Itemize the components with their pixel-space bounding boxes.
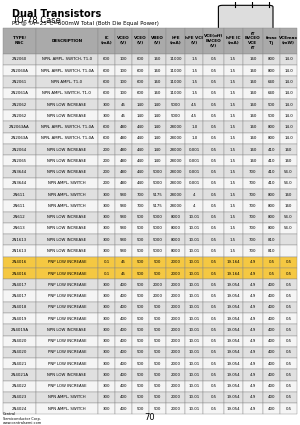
Text: PD @ TA=25°C=600mW Total (Both Die Equal Power): PD @ TA=25°C=600mW Total (Both Die Equal… bbox=[12, 21, 159, 26]
Text: Central
Semiconductor Corp.
www.centralsemi.com: Central Semiconductor Corp. www.centrals… bbox=[3, 412, 42, 425]
FancyBboxPatch shape bbox=[218, 6, 273, 31]
Text: TO-78 Case: TO-78 Case bbox=[12, 16, 61, 25]
Text: Dual Transistors: Dual Transistors bbox=[12, 9, 101, 20]
Text: 70: 70 bbox=[145, 413, 155, 422]
